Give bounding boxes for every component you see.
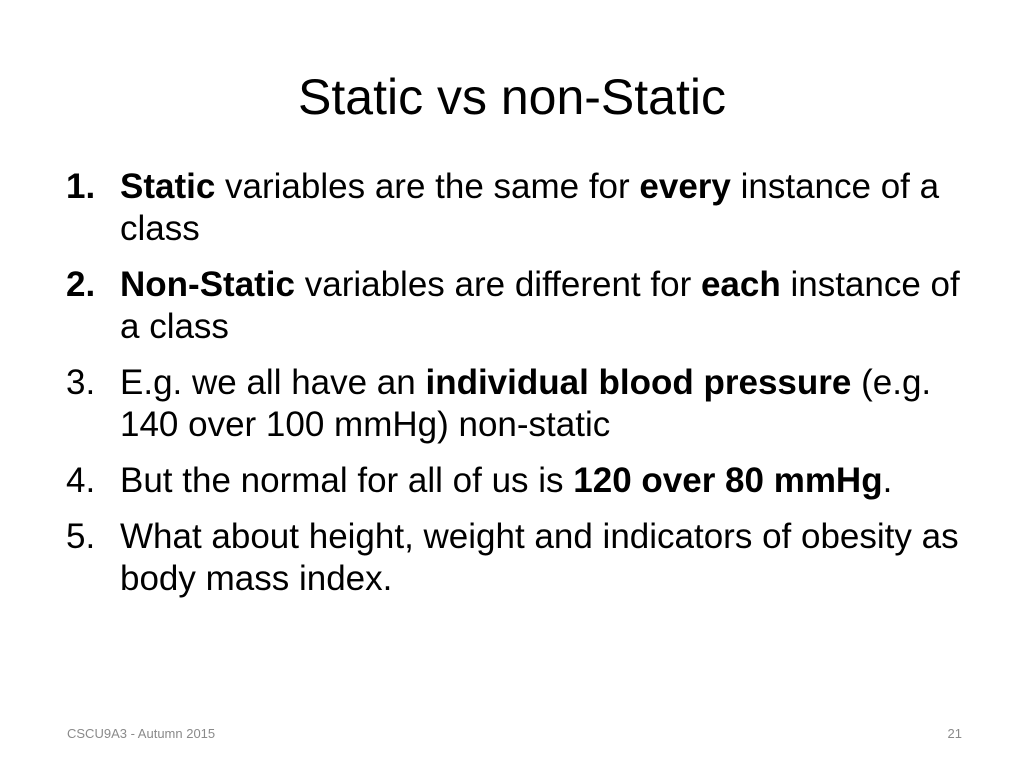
list-item-number: 1. xyxy=(66,167,96,206)
list-item-text: E.g. we all have an xyxy=(120,363,426,402)
list-item-text: instance of a class xyxy=(120,265,960,346)
emphasis-text: 120 over 80 mmHg xyxy=(573,461,883,500)
list-item: 3. E.g. we all have an individual blood … xyxy=(66,362,966,446)
list-item-text: . xyxy=(882,461,893,500)
slide-number: 21 xyxy=(947,726,962,741)
list-item: 2. Non-Static variables are different fo… xyxy=(66,264,966,348)
list-item: 5. What about height, weight and indicat… xyxy=(66,516,966,600)
list-item-text: (e.g. 140 over 100 mmHg) non-static xyxy=(120,363,932,444)
numbered-list: 1. Static variables are the same for eve… xyxy=(66,166,966,614)
list-item-text: But the normal for all of us is xyxy=(120,461,574,500)
emphasis-text: individual blood pressure xyxy=(425,363,852,402)
emphasis-text: Static xyxy=(120,167,216,206)
list-item-text: variables are the same for xyxy=(215,167,640,206)
emphasis-text: Non-Static xyxy=(120,265,295,304)
footer-course-label: CSCU9A3 - Autumn 2015 xyxy=(67,726,216,741)
list-item-number: 4. xyxy=(66,461,96,500)
list-item-text: variables are different for xyxy=(295,265,701,304)
list-item-number: 5. xyxy=(66,517,96,556)
slide-title: Static vs non-Static xyxy=(298,69,726,125)
list-item: 4. But the normal for all of us is 120 o… xyxy=(66,460,966,502)
list-item-text: instance of a class xyxy=(120,167,940,248)
list-item-number: 3. xyxy=(66,363,96,402)
emphasis-text: every xyxy=(639,167,731,206)
list-item-text: What about height, weight and indicators… xyxy=(120,517,959,598)
list-item-number: 2. xyxy=(66,265,96,304)
list-item: 1. Static variables are the same for eve… xyxy=(66,166,966,250)
emphasis-text: each xyxy=(700,265,781,304)
